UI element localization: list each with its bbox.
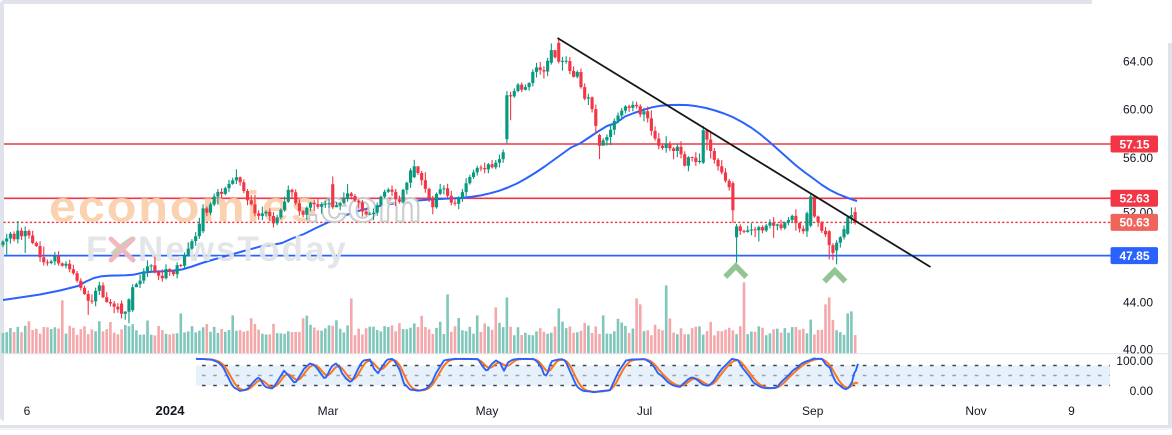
svg-text:57.15: 57.15 bbox=[1119, 137, 1149, 151]
svg-text:Sep: Sep bbox=[802, 404, 824, 418]
svg-text:64.00: 64.00 bbox=[1123, 55, 1153, 69]
svg-text:47.85: 47.85 bbox=[1119, 249, 1149, 263]
svg-text:6: 6 bbox=[24, 404, 31, 418]
svg-text:May: May bbox=[476, 404, 499, 418]
svg-text:40.00: 40.00 bbox=[1123, 343, 1153, 357]
svg-text:economies: economies bbox=[49, 182, 320, 231]
svg-text:0.00: 0.00 bbox=[1130, 384, 1154, 398]
svg-text:Mar: Mar bbox=[318, 404, 339, 418]
svg-text:9: 9 bbox=[1068, 404, 1075, 418]
svg-text:60.00: 60.00 bbox=[1123, 103, 1153, 117]
svg-text:Nov: Nov bbox=[965, 404, 986, 418]
svg-text:Jul: Jul bbox=[637, 404, 652, 418]
svg-text:2024: 2024 bbox=[156, 403, 186, 418]
svg-text:100.00: 100.00 bbox=[1116, 354, 1153, 368]
svg-text:NewsToday: NewsToday bbox=[138, 230, 348, 269]
svg-text:50.63: 50.63 bbox=[1119, 216, 1149, 230]
svg-text:F: F bbox=[86, 230, 109, 269]
svg-text:56.00: 56.00 bbox=[1123, 151, 1153, 165]
svg-text:44.00: 44.00 bbox=[1123, 295, 1153, 309]
svg-text:52.63: 52.63 bbox=[1119, 192, 1149, 206]
